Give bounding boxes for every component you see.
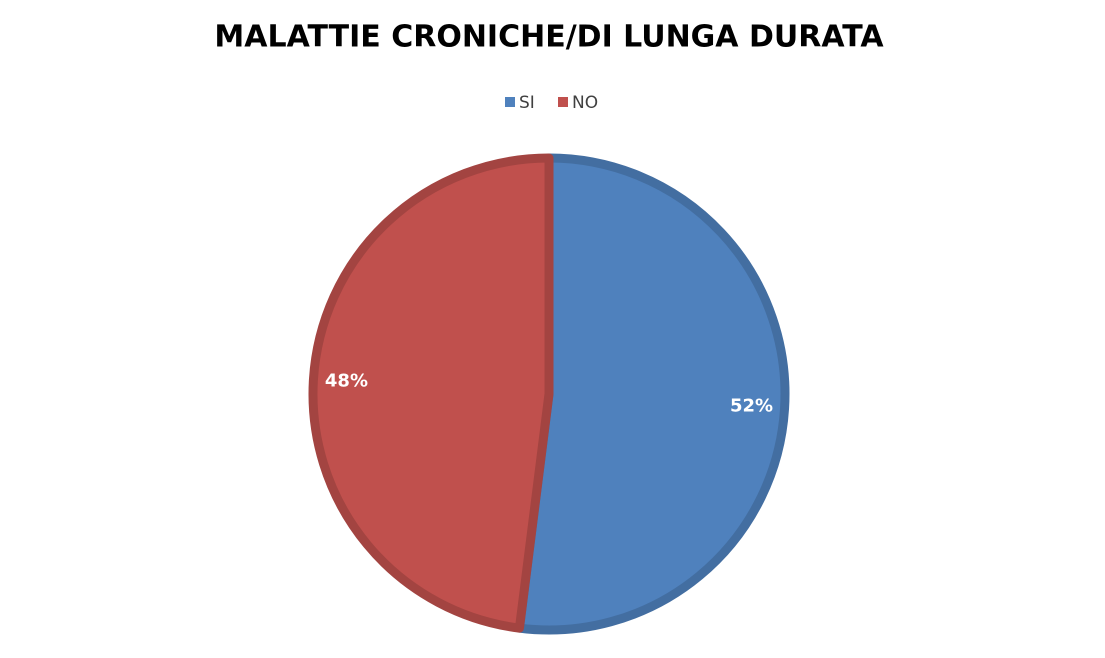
legend-swatch	[558, 97, 568, 107]
data-label: 52%	[730, 396, 773, 417]
legend-label: SI	[519, 93, 535, 113]
legend-swatch	[505, 97, 515, 107]
chart-title: MALATTIE CRONICHE/DI LUNGA DURATA	[214, 20, 884, 55]
pie-slice	[308, 153, 554, 633]
pie-slice	[514, 153, 790, 635]
data-label: 48%	[325, 370, 368, 391]
legend-label: NO	[572, 93, 598, 113]
